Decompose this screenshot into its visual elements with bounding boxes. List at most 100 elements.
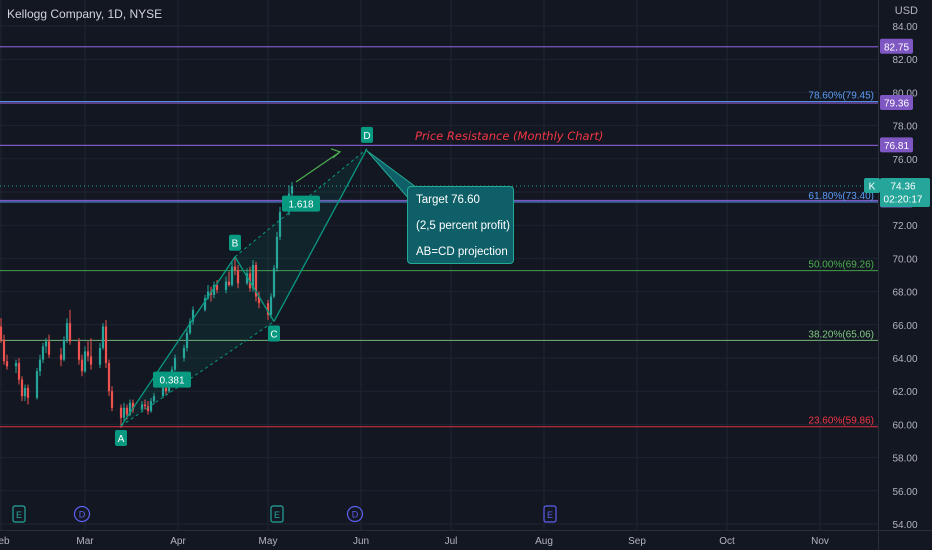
ratio-label: 0.381	[159, 376, 184, 387]
x-tick-label: Apr	[170, 536, 186, 547]
candle-down	[266, 303, 270, 315]
bcd-triangle-fill	[235, 148, 367, 322]
candle-down	[107, 362, 111, 392]
candle-up	[224, 281, 228, 290]
y-tick-label: 80.00	[892, 88, 917, 99]
candle-up	[41, 346, 45, 360]
pattern-layer: A B C D 0.381 1.618	[115, 126, 421, 447]
pattern-leg-ab	[120, 256, 236, 427]
event-letter: E	[16, 510, 22, 520]
candle-up	[14, 362, 18, 367]
grid-layer	[0, 0, 878, 530]
candle-up	[44, 341, 48, 347]
candle-up	[278, 211, 282, 237]
price-badge-text: 76.81	[884, 141, 909, 152]
candle-up	[161, 387, 165, 397]
candle-down	[68, 323, 72, 342]
candle-down	[59, 354, 63, 360]
y-tick-label: 72.00	[892, 221, 917, 232]
candle-up	[122, 407, 126, 418]
dividend-icon	[346, 505, 364, 523]
candle-down	[131, 402, 135, 410]
candles-layer	[0, 182, 294, 428]
candle-down	[47, 341, 51, 355]
x-tick-label: Mar	[76, 536, 94, 547]
x-tick-label: Feb	[0, 536, 10, 547]
y-tick-label: 62.00	[892, 387, 917, 398]
earnings-icon	[270, 505, 284, 523]
ratio-label-badge	[282, 195, 320, 212]
candle-up	[230, 266, 234, 285]
pattern-point-label: B	[232, 239, 239, 250]
ticker-badge-text: K	[869, 182, 876, 193]
price-badge	[880, 95, 913, 111]
candle-down	[164, 387, 168, 392]
candle-down	[17, 362, 21, 380]
candle-down	[236, 270, 240, 284]
candle-up	[290, 186, 294, 194]
y-tick-label: 56.00	[892, 487, 917, 498]
price-badge	[880, 137, 913, 153]
x-tick-label: Oct	[719, 536, 735, 547]
candle-up	[212, 284, 216, 295]
candle-down	[26, 387, 30, 398]
projection-arrow-line	[295, 151, 341, 183]
x-tick-label: May	[259, 536, 278, 547]
event-letter: E	[274, 510, 280, 520]
callout-line-target: Target 76.60	[416, 194, 480, 206]
pattern-leg-cd	[273, 148, 368, 322]
fib-level-label: 50.00%(69.26)	[808, 260, 874, 271]
candle-up	[101, 326, 105, 349]
projection-arrow-head	[330, 148, 342, 159]
candle-up	[203, 298, 207, 310]
pattern-point-badge	[115, 430, 127, 447]
candle-down	[119, 407, 123, 418]
dividend-icon	[73, 505, 91, 523]
last-price-badge	[880, 178, 930, 208]
candle-up	[173, 358, 177, 370]
ticker-badge	[864, 178, 880, 194]
price-badge-text: 79.36	[884, 99, 909, 110]
candle-down	[227, 281, 231, 285]
candle-up	[275, 236, 279, 269]
candle-down	[125, 407, 129, 415]
price-badge-text: 82.75	[884, 42, 909, 53]
candle-down	[89, 356, 93, 365]
candle-down	[233, 266, 237, 271]
candle-down	[215, 284, 219, 290]
candle-up	[188, 321, 192, 334]
pattern-point-badge	[361, 126, 373, 143]
x-tick-label: Nov	[811, 536, 829, 547]
y-tick-label: 76.00	[892, 155, 917, 166]
candle-down	[0, 326, 3, 340]
event-letter: E	[547, 510, 553, 520]
resistance-annotation[interactable]: Price Resistance (Monthly Chart)	[415, 129, 604, 143]
y-tick-label: 64.00	[892, 354, 917, 365]
candle-up	[23, 387, 27, 397]
candle-down	[254, 265, 258, 297]
candle-up	[65, 323, 69, 340]
candle-down	[146, 406, 150, 412]
candle-up	[98, 348, 102, 365]
fib-level-label: 23.60%(59.86)	[808, 416, 874, 427]
y-tick-label: 84.00	[892, 22, 917, 33]
candle-down	[2, 339, 6, 362]
target-callout[interactable]: Target 76.60 (2,5 percent profit) AB=CD …	[407, 186, 514, 264]
pattern-leg-bc	[234, 256, 275, 322]
fib-level-label: 38.20%(65.06)	[808, 329, 874, 340]
pattern-point-label: C	[270, 329, 277, 340]
candle-down	[86, 351, 90, 357]
earnings-icon	[12, 505, 26, 523]
candle-down	[143, 404, 147, 407]
pattern-point-badge	[229, 234, 241, 251]
last-price-value: 74.36	[890, 182, 915, 193]
candle-up	[251, 265, 255, 289]
x-tick-label: Sep	[628, 536, 646, 547]
ratio-label-badge	[153, 371, 191, 388]
candle-up	[62, 339, 66, 360]
last-price-countdown: 02:20:17	[884, 195, 923, 206]
